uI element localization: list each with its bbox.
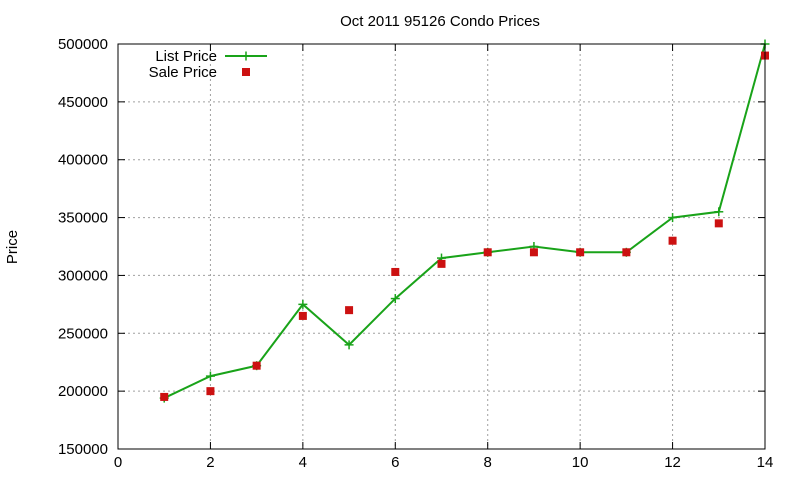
x-tick-label: 14: [757, 454, 774, 471]
y-tick-label: 150000: [58, 441, 108, 458]
sale-price-point: [298, 311, 307, 320]
sale-price-point: [160, 392, 169, 401]
x-tick-label: 8: [484, 454, 492, 471]
list-price-point: [205, 371, 215, 381]
sale-price-point: [345, 306, 354, 315]
axis-ticks: 0 2 4 6 8 10 12 14 150000 200000 250000 300000 35000…: [58, 36, 773, 471]
grid-lines: [118, 44, 765, 449]
y-tick-label: 350000: [58, 210, 108, 227]
sale-price-point: [206, 387, 215, 396]
legend-label-sale-price: Sale Price: [149, 64, 217, 81]
sale-price-point: [483, 248, 492, 257]
sale-price-point: [252, 361, 261, 370]
x-tick-label: 2: [206, 454, 214, 471]
y-tick-label: 450000: [58, 94, 108, 111]
sale-price-point: [622, 248, 631, 257]
sale-price-point: [437, 259, 446, 268]
x-tick-label: 6: [391, 454, 399, 471]
y-tick-label: 300000: [58, 267, 108, 284]
legend-label-list-price: List Price: [155, 48, 217, 65]
legend-sample-marker-sale-price: [242, 68, 250, 76]
chart-title: Oct 2011 95126 Condo Prices: [340, 13, 540, 30]
x-tick-label: 4: [299, 454, 307, 471]
plot-frame: [117, 43, 766, 450]
sale-price-point: [529, 248, 538, 257]
list-price-point: [668, 213, 678, 223]
y-tick-label: 250000: [58, 325, 108, 342]
sale-price-point: [668, 236, 677, 245]
plot-series: [159, 39, 770, 403]
y-tick-label: 400000: [58, 152, 108, 169]
list-price-point: [390, 294, 400, 304]
y-tick-label: 500000: [58, 36, 108, 53]
list-price-point: [344, 340, 354, 350]
x-tick-label: 0: [114, 454, 122, 471]
list-price-point: [714, 207, 724, 217]
y-axis-label: Price: [4, 230, 21, 264]
sale-price-point: [391, 267, 400, 276]
list-price-point: [298, 299, 308, 309]
legend-sample-marker-list-price: [241, 51, 251, 61]
list-price-line: [163, 43, 766, 399]
x-tick-label: 12: [664, 454, 681, 471]
sale-price-point: [714, 219, 723, 228]
y-tick-label: 200000: [58, 383, 108, 400]
x-tick-label: 10: [572, 454, 589, 471]
sale-price-point: [576, 248, 585, 257]
legend: List Price Sale Price: [149, 48, 267, 81]
